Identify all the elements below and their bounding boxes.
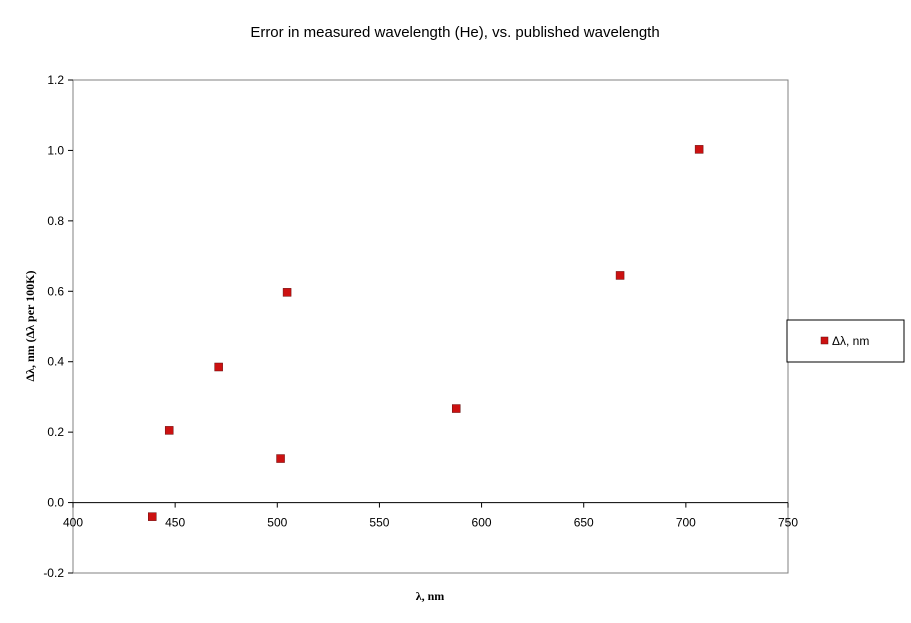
data-point (148, 512, 157, 521)
y-tick-label: 0.4 (47, 355, 64, 369)
data-points (148, 145, 704, 521)
y-tick-label: 1.0 (47, 143, 64, 157)
x-tick-label: 500 (267, 516, 287, 530)
chart-title: Error in measured wavelength (He), vs. p… (250, 24, 659, 41)
y-tick-label: -0.2 (43, 566, 64, 580)
y-axis-label: Δλ, nm (Δλ per 100K) (23, 271, 37, 382)
x-tick-label: 550 (369, 516, 389, 530)
x-axis-label: λ, nm (416, 589, 445, 603)
legend-box (786, 319, 905, 363)
data-point (694, 145, 704, 154)
data-point (615, 271, 625, 280)
legend-marker (820, 336, 829, 345)
x-axis: 400 450 500 550 600 650 700 750 (63, 502, 798, 530)
x-tick-label: 700 (676, 516, 696, 530)
x-tick-label: 400 (63, 516, 83, 530)
data-point (214, 362, 223, 372)
y-axis: -0.2 0.0 0.2 0.4 0.6 0.8 1.0 1.2 (43, 73, 73, 580)
data-point (282, 288, 292, 297)
y-tick-label: 0.6 (47, 284, 64, 298)
data-point (451, 404, 461, 413)
x-tick-label: 750 (778, 516, 798, 530)
data-point (276, 454, 285, 463)
plot-area (72, 79, 789, 574)
x-tick-label: 650 (574, 516, 594, 530)
legend: Δλ, nm (786, 319, 905, 363)
y-tick-label: 0.0 (47, 496, 64, 510)
x-tick-label: 600 (472, 516, 492, 530)
y-tick-label: 0.2 (47, 425, 64, 439)
data-point (164, 426, 174, 435)
legend-label: Δλ, nm (832, 334, 869, 348)
x-tick-label: 450 (165, 516, 185, 530)
y-tick-label: 0.8 (47, 214, 64, 228)
y-tick-label: 1.2 (47, 73, 64, 87)
